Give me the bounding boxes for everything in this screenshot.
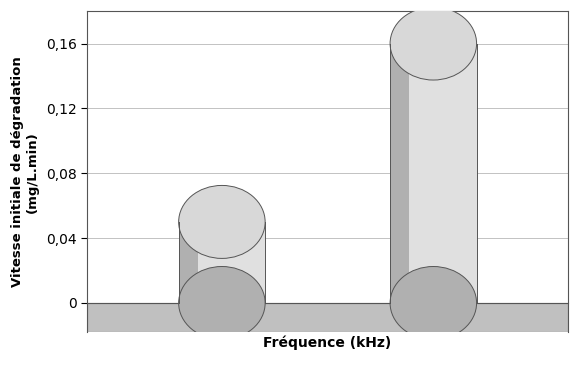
Polygon shape xyxy=(409,43,477,303)
Polygon shape xyxy=(197,222,265,303)
Polygon shape xyxy=(87,303,568,332)
Polygon shape xyxy=(179,222,197,303)
Polygon shape xyxy=(390,43,409,303)
Ellipse shape xyxy=(179,266,265,339)
Ellipse shape xyxy=(390,7,477,80)
Ellipse shape xyxy=(390,266,477,339)
Ellipse shape xyxy=(179,185,265,258)
Y-axis label: Vitesse initiale de dégradation
(mg/L.min): Vitesse initiale de dégradation (mg/L.mi… xyxy=(11,56,39,287)
X-axis label: Fréquence (kHz): Fréquence (kHz) xyxy=(263,336,392,350)
